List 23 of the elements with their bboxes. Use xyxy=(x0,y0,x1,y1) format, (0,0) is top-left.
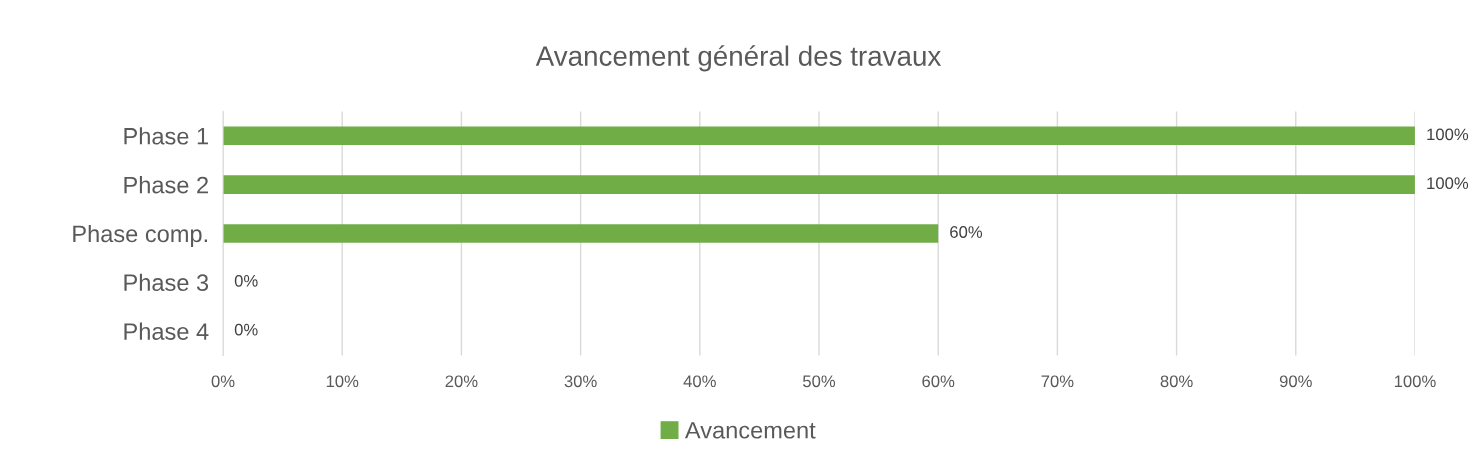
x-tick-label: 30% xyxy=(564,375,597,388)
y-tick-label: Phase 1 xyxy=(124,127,208,145)
data-label: 60% xyxy=(950,226,983,238)
y-tick-label: Phase 3 xyxy=(124,273,209,292)
data-label: 100% xyxy=(1427,177,1469,190)
x-tick-label: 90% xyxy=(1279,375,1312,388)
x-tick-label: 0% xyxy=(211,375,235,388)
y-tick-label: Phase 2 xyxy=(124,176,208,194)
x-tick-label: 40% xyxy=(683,375,716,388)
y-tick-label: Phase 4 xyxy=(124,322,209,340)
x-tick-label: 10% xyxy=(326,375,359,388)
legend-label: Avancement xyxy=(684,422,816,439)
x-tick-label: 50% xyxy=(802,375,836,388)
x-tick-label: 80% xyxy=(1160,375,1193,388)
x-tick-label: 60% xyxy=(922,375,955,388)
y-tick-label: Phase comp. xyxy=(73,224,207,247)
chart-title: Avancement général des travaux xyxy=(535,45,942,72)
data-label: 100% xyxy=(1427,128,1469,141)
data-label: 0% xyxy=(234,323,258,336)
x-tick-label: 100% xyxy=(1394,375,1436,388)
data-label: 0% xyxy=(234,274,258,287)
x-tick-label: 70% xyxy=(1041,375,1074,388)
x-tick-label: 20% xyxy=(445,375,478,388)
